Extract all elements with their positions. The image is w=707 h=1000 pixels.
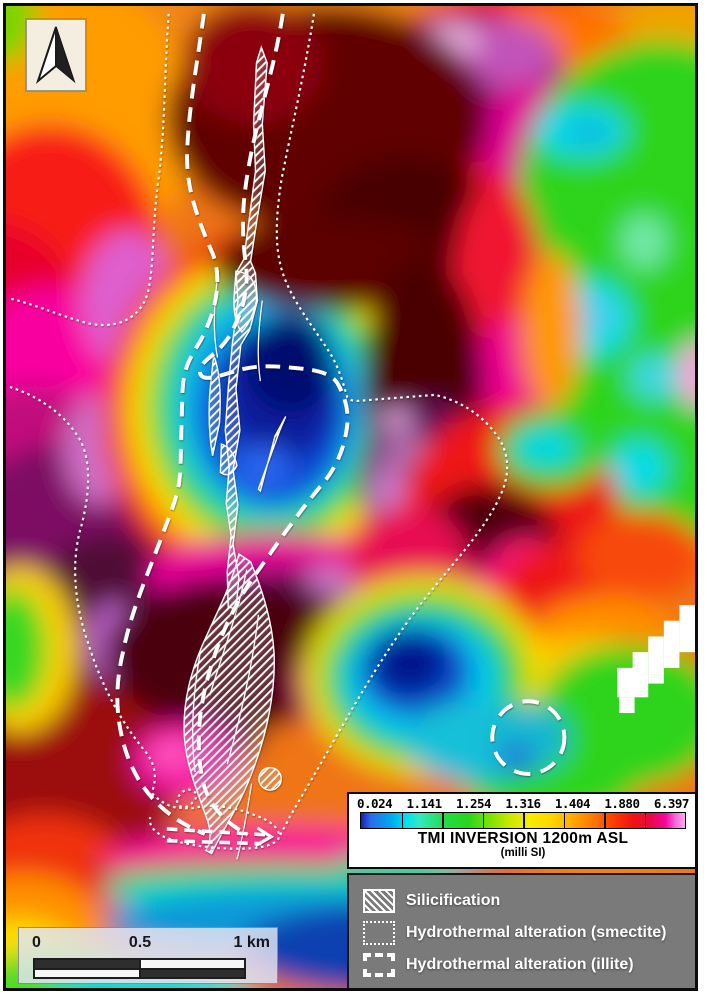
smectite-outline-path — [148, 788, 280, 850]
tmi-value: 1.316 — [505, 796, 541, 811]
legend-label: Hydrothermal alteration (illite) — [406, 956, 634, 973]
silicification-detail-line — [257, 300, 263, 382]
north-arrow-icon — [35, 26, 76, 85]
scale-segment — [139, 959, 245, 969]
tmi-value: 6.397 — [653, 796, 690, 811]
nodata-block — [617, 667, 635, 698]
tmi-colorbar-tick — [523, 813, 525, 828]
tmi-title: TMI INVERSION 1200m ASL — [417, 830, 629, 847]
legend-label: Hydrothermal alteration (smectite) — [406, 924, 667, 941]
nodata-block — [648, 636, 664, 684]
smectite-outline-path — [275, 13, 509, 841]
silicification-polygon — [219, 443, 238, 476]
silicification-polygon — [257, 416, 287, 493]
silicification-detail-line — [226, 614, 260, 765]
illite-outline-path — [115, 13, 220, 836]
illite-outline-path — [196, 13, 350, 837]
tmi-colorbar — [360, 812, 686, 829]
alteration-outlines-layer — [9, 13, 567, 850]
tmi-legend: 0.024 1.141 1.254 1.316 1.404 1.880 6.39… — [347, 792, 695, 869]
illite-circle-outline — [490, 699, 567, 776]
dotted-outline-swatch-icon — [363, 921, 395, 945]
tmi-colorbar-tick — [482, 813, 485, 828]
tmi-value: 1.254 — [455, 796, 492, 811]
nodata-layer — [617, 605, 695, 714]
scale-label-1km: 1 km — [233, 934, 270, 951]
legend-label: Silicification — [406, 892, 501, 909]
north-arrow — [26, 19, 86, 91]
nodata-block — [663, 620, 680, 668]
silicification-polygon — [183, 552, 275, 855]
nodata-block — [679, 605, 695, 653]
tmi-value: 0.024 — [357, 796, 393, 811]
nodata-block — [618, 697, 635, 714]
tmi-colorbar-tick — [401, 813, 404, 828]
map-frame: 0 0.5 1 km 0.024 1.141 1.254 1.316 — [3, 3, 698, 991]
legend-item-silicification: Silicification — [363, 885, 695, 917]
tmi-scale-values: 0.024 1.141 1.254 1.316 1.404 1.880 6.39… — [349, 794, 695, 811]
smectite-outline-path — [9, 385, 156, 794]
scale-bar: 0 0.5 1 km — [18, 927, 278, 984]
scale-bar-segments — [33, 958, 246, 979]
illite-hook-tip — [254, 826, 275, 847]
tmi-subtitle: (milli SI) — [500, 847, 546, 859]
silicification-detail-line — [236, 783, 253, 860]
scale-segment — [139, 968, 245, 978]
legend-item-smectite: Hydrothermal alteration (smectite) — [363, 917, 695, 949]
silicification-detail-line — [192, 654, 201, 773]
scale-label-0: 0 — [32, 934, 41, 951]
tmi-colorbar-tick — [563, 813, 566, 828]
scale-label-05: 0.5 — [128, 934, 152, 951]
smectite-outline-path — [9, 13, 170, 327]
tmi-colorbar-tick — [644, 813, 647, 828]
legend-item-illite: Hydrothermal alteration (illite) — [363, 949, 695, 981]
scale-segment — [34, 959, 140, 969]
tmi-value: 1.880 — [604, 796, 640, 811]
illite-hook-path — [166, 838, 262, 846]
scale-segment — [34, 968, 140, 978]
silicification-detail-line — [209, 569, 248, 696]
dashed-outline-swatch-icon — [363, 953, 395, 977]
nodata-block — [632, 652, 649, 698]
tmi-value: 1.141 — [406, 796, 442, 811]
silicification-loop — [258, 766, 282, 791]
tmi-value: 1.404 — [554, 796, 591, 811]
map-legend: Silicification Hydrothermal alteration (… — [347, 873, 695, 988]
silicification-polygon — [208, 352, 221, 456]
tmi-colorbar-tick — [442, 813, 444, 828]
hatched-swatch-icon — [363, 889, 395, 913]
tmi-colorbar-tick — [604, 813, 606, 828]
